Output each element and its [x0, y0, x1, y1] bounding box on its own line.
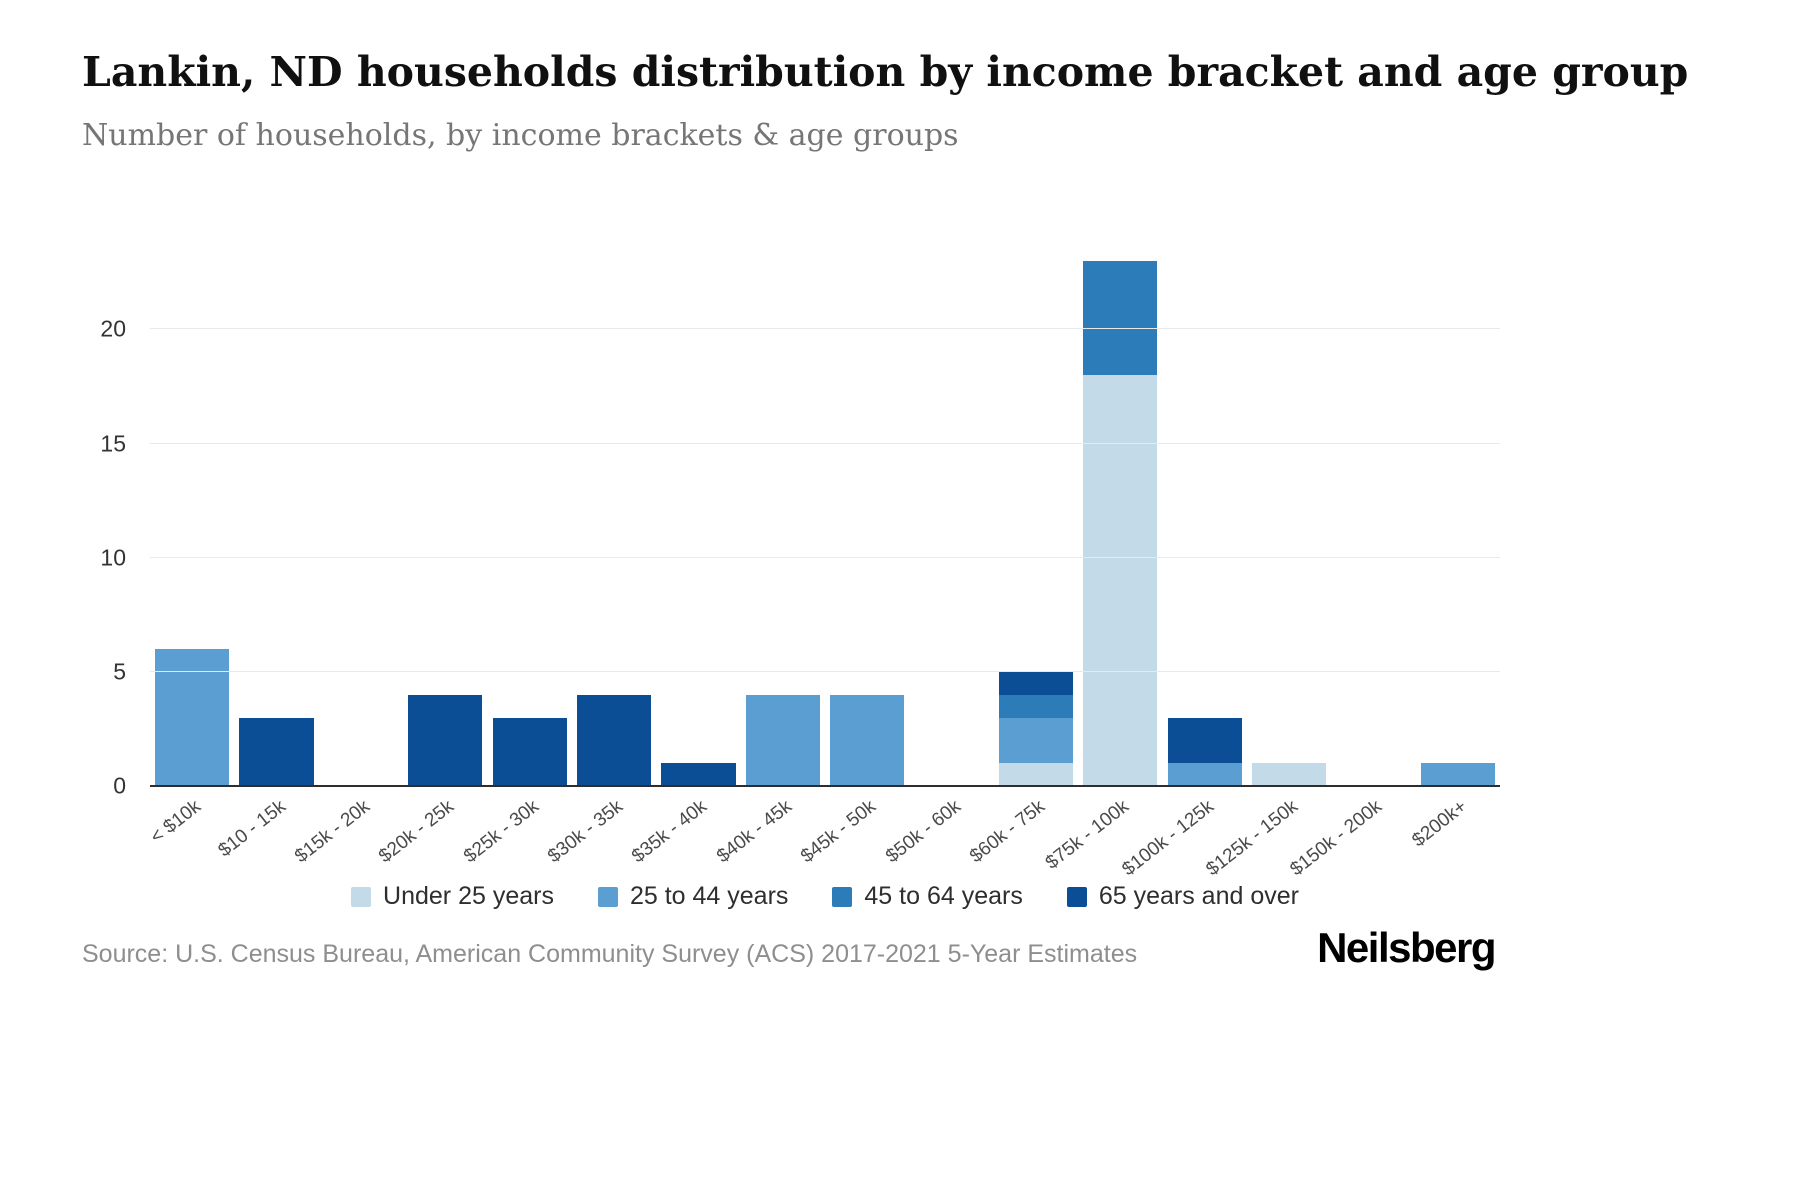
- bar-stack: [492, 717, 567, 786]
- bar-group: $20k - 25k: [375, 238, 487, 867]
- bar-segment[interactable]: [576, 694, 652, 786]
- bar-segment[interactable]: [1083, 260, 1158, 375]
- bar-segment[interactable]: [1251, 763, 1327, 786]
- bar-segment[interactable]: [661, 763, 736, 786]
- chart-title: Lankin, ND households distribution by in…: [82, 48, 1689, 96]
- bar-segment[interactable]: [1083, 375, 1158, 786]
- bar-stack: [745, 694, 820, 786]
- x-axis-tick-label: $30k - 35k: [544, 796, 627, 868]
- bar-stack: [1167, 717, 1242, 786]
- bar-segment[interactable]: [239, 717, 314, 786]
- legend-label: 65 years and over: [1098, 882, 1299, 910]
- bar-segment[interactable]: [745, 694, 820, 786]
- legend-item[interactable]: 45 to 64 years: [832, 882, 1023, 911]
- bars-container: < $10k $10 - 15k $15k - 20k $20k - 25k $25k …: [147, 238, 1500, 880]
- bar-group: $15k - 20k: [291, 238, 403, 867]
- x-axis-tick-label: $60k - 75k: [966, 796, 1049, 868]
- x-axis-tick-label: $100k - 125k: [1118, 796, 1218, 881]
- y-axis-tick-label: 15: [100, 430, 126, 456]
- x-axis-tick-label: $10 - 15k: [214, 796, 290, 862]
- bar-group: $30k - 35k: [544, 238, 656, 867]
- legend-swatch: [351, 886, 372, 907]
- legend-swatch: [1066, 886, 1087, 907]
- x-axis-tick-label: $35k - 40k: [628, 796, 712, 868]
- bar-segment[interactable]: [408, 694, 483, 786]
- gridline: [150, 670, 1500, 672]
- x-axis-tick-label: $40k - 45k: [712, 796, 796, 868]
- bar-group: $100k - 125k: [1118, 238, 1247, 880]
- legend-item[interactable]: 65 years and over: [1066, 882, 1299, 911]
- bar-group: $25k - 30k: [460, 238, 572, 867]
- bar-group: < $10k: [147, 238, 234, 848]
- source-attribution: Source: U.S. Census Bureau, American Com…: [82, 940, 1138, 968]
- bar-group: $10 - 15k: [214, 238, 318, 861]
- bar-group: $35k - 40k: [629, 238, 740, 867]
- legend-label: 25 to 44 years: [629, 882, 789, 910]
- x-axis-tick-label: $15k - 20k: [291, 796, 374, 868]
- bar-segment[interactable]: [1420, 763, 1495, 786]
- legend-item[interactable]: 25 to 44 years: [597, 882, 789, 911]
- bar-segment[interactable]: [492, 717, 567, 786]
- bar-segment[interactable]: [830, 694, 905, 786]
- bar-group: $45k - 50k: [797, 238, 909, 867]
- x-axis-tick-label: $25k - 30k: [459, 796, 543, 868]
- bar-stack: [830, 694, 905, 786]
- legend-swatch: [597, 886, 618, 907]
- gridline: [150, 328, 1500, 330]
- x-axis-tick-label: $50k - 60k: [881, 796, 965, 868]
- bar-segment[interactable]: [998, 694, 1074, 718]
- bar-stack: [661, 763, 736, 786]
- x-axis-tick-label: $45k - 50k: [797, 796, 881, 868]
- bar-group: $60k - 75k: [966, 238, 1078, 867]
- legend-swatch: [832, 886, 853, 907]
- bar-stack: [998, 671, 1074, 786]
- bar-group: $75k - 100k: [1042, 238, 1162, 874]
- x-axis-tick-label: $20k - 25k: [375, 796, 459, 868]
- bar-segment[interactable]: [1167, 763, 1242, 786]
- bar-stack: [408, 694, 483, 786]
- bar-stack: [1420, 763, 1495, 786]
- x-axis-tick-label: < $10k: [146, 796, 206, 848]
- chart-subtitle: Number of households, by income brackets…: [82, 118, 959, 153]
- neilsberg-logo: Neilsberg: [1317, 924, 1496, 971]
- legend-label: Under 25 years: [383, 882, 554, 910]
- x-axis-tick-label: $125k - 150k: [1202, 796, 1302, 881]
- bar-segment[interactable]: [998, 671, 1074, 695]
- y-axis-tick-label: 0: [113, 772, 126, 799]
- legend-label: 45 to 64 years: [864, 882, 1023, 910]
- bar-segment[interactable]: [155, 649, 230, 786]
- bar-stack: [239, 717, 314, 786]
- bar-segment[interactable]: [998, 763, 1074, 786]
- bar-segment[interactable]: [998, 717, 1074, 764]
- x-axis-line: [150, 785, 1500, 787]
- x-axis-tick-label: $150k - 200k: [1286, 796, 1387, 881]
- y-axis-tick-label: 10: [100, 544, 126, 571]
- bar-group: $150k - 200k: [1287, 238, 1415, 880]
- bar-stack: [1251, 763, 1327, 786]
- gridline: [150, 556, 1500, 558]
- bar-stack: [576, 694, 652, 786]
- bar-stack: [155, 649, 230, 786]
- bar-group: $40k - 45k: [713, 238, 825, 867]
- x-axis-tick-label: $200k+: [1408, 796, 1471, 852]
- bar-group: $50k - 60k: [882, 238, 993, 867]
- legend-item[interactable]: Under 25 years: [351, 882, 554, 911]
- bar-group: $200k+: [1408, 238, 1500, 851]
- plot-area: < $10k $10 - 15k $15k - 20k $20k - 25k $25k …: [100, 238, 1500, 880]
- bar-segment[interactable]: [1167, 717, 1242, 764]
- legend: Under 25 years 25 to 44 years 45 to 64 yea…: [150, 882, 1500, 911]
- y-axis-tick-label: 5: [113, 658, 126, 685]
- bar-stack: [1083, 260, 1158, 786]
- gridline: [150, 442, 1500, 444]
- bar-group: $125k - 150k: [1202, 238, 1331, 880]
- y-axis-tick-label: 20: [100, 315, 126, 342]
